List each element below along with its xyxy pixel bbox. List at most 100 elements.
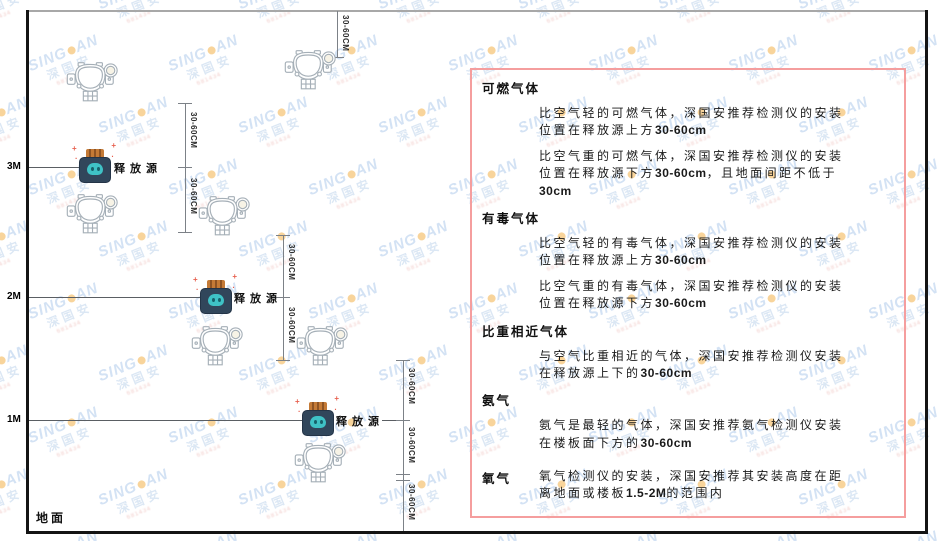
release-source-cap xyxy=(309,402,327,410)
singoan-logo: SINGAN xyxy=(375,217,451,262)
watermark-code: 681434 xyxy=(126,133,153,150)
spark-icon: · xyxy=(111,152,114,161)
watermark-code: 681434 xyxy=(0,9,13,26)
watermark-code: 681434 xyxy=(266,505,293,522)
watermark-cn: 深国安 xyxy=(44,423,95,455)
logo-dot-icon xyxy=(625,44,637,56)
section-paragraph: 氨气是最轻的气体，深国安推荐氨气检测仪安装在楼板面下方的30-60cm xyxy=(539,418,844,450)
height-line-3m xyxy=(29,167,80,168)
watermark-code: 681434 xyxy=(826,9,853,26)
right-wall-line xyxy=(925,10,928,534)
release-source-cap xyxy=(86,149,104,157)
ground-label: 地面 xyxy=(36,511,67,525)
dimension-tick xyxy=(178,103,192,104)
singoan-logo: SINGAN xyxy=(305,155,381,200)
watermark-code: 681434 xyxy=(336,71,363,88)
spark-icon: + xyxy=(111,141,116,150)
logo-dot-icon xyxy=(415,106,427,118)
left-wall-line xyxy=(26,10,29,534)
watermark-cn: 深国安 xyxy=(254,113,305,145)
watermark-code: 681434 xyxy=(196,71,223,88)
logo-dot-icon xyxy=(135,354,147,366)
logo-dot-icon xyxy=(905,416,917,428)
singoan-logo: SINGAN xyxy=(165,31,241,76)
dimension-tick xyxy=(396,480,410,481)
dimension-tick xyxy=(178,232,192,233)
dimension-label: 30-60CM xyxy=(407,427,416,464)
release-source-cap xyxy=(207,280,225,288)
panel-section: 可燃气体 比空气轻的可燃气体，深国安推荐检测仪的安装位置在释放源上方30-60cm… xyxy=(482,78,890,200)
release-source-icon: + + · · xyxy=(193,273,237,314)
gas-detector-icon xyxy=(66,57,118,103)
section-paragraph: 比空气重的可燃气体，深国安推荐检测仪的安装位置在释放源下方30-60cm，且地面… xyxy=(539,148,844,198)
watermark-cn: 深国安 xyxy=(394,237,445,269)
watermark-code: 681434 xyxy=(546,9,573,26)
logo-dot-icon xyxy=(65,292,77,304)
logo-dot-icon xyxy=(0,106,7,118)
dimension-tick xyxy=(396,474,410,475)
logo-dot-icon xyxy=(0,230,7,242)
watermark-code: 681434 xyxy=(406,9,433,26)
watermark-cn: 深国安 xyxy=(114,361,165,393)
section-paragraph: 比空气轻的有毒气体，深国安推荐检测仪的安装位置在释放源上方30-60cm xyxy=(539,235,844,268)
gas-detector-icon xyxy=(294,438,346,484)
height-line-1m xyxy=(29,420,302,421)
watermark-code: 681434 xyxy=(406,257,433,274)
watermark-code: 681434 xyxy=(126,9,153,26)
dimension-tick xyxy=(396,360,410,361)
watermark-code: 681434 xyxy=(266,133,293,150)
singoan-logo: SINGAN xyxy=(726,527,801,541)
spark-icon: · xyxy=(298,407,301,416)
release-source-body xyxy=(200,288,232,314)
release-source-label: 释放源 xyxy=(336,416,384,428)
watermark-cn: 深国安 xyxy=(324,175,375,207)
watermark-cn: 深国安 xyxy=(0,113,25,145)
watermark-code: 681434 xyxy=(0,505,13,522)
logo-dot-icon xyxy=(65,44,77,56)
section-header: 氨气 xyxy=(482,394,512,409)
dimension-tick xyxy=(396,420,410,421)
watermark-code: 681434 xyxy=(56,319,83,336)
logo-dot-icon xyxy=(905,168,917,180)
watermark-code: 681434 xyxy=(266,381,293,398)
release-source-icon: + + · · xyxy=(295,395,339,436)
logo-dot-icon xyxy=(135,478,147,490)
spark-icon: + xyxy=(72,144,77,153)
section-paragraph: 比空气重的有毒气体，深国安推荐检测仪的安装位置在释放源下方30-60cm xyxy=(539,278,844,311)
singoan-logo: SINGAN xyxy=(306,527,381,541)
watermark-cn: 深国安 xyxy=(184,51,235,83)
height-line-1m-ext xyxy=(382,420,404,421)
logo-dot-icon xyxy=(65,416,77,428)
watermark-cn: 深国安 xyxy=(0,361,25,393)
watermark-code: 681434 xyxy=(126,505,153,522)
watermark-cn: 深国安 xyxy=(254,237,305,269)
watermark-code: 681434 xyxy=(196,443,223,460)
singoan-logo: SINGAN xyxy=(95,465,171,510)
dimension-label: 30-60CM xyxy=(407,368,416,405)
watermark-code: 681434 xyxy=(0,133,13,150)
logo-dot-icon xyxy=(65,168,77,180)
gas-detector-icon xyxy=(284,45,336,91)
ground-line xyxy=(26,531,928,534)
spark-icon: · xyxy=(196,285,199,294)
watermark-cn: 深国安 xyxy=(114,485,165,517)
watermark-cn: 深国安 xyxy=(184,423,235,455)
watermark-code: 681434 xyxy=(266,9,293,26)
dimension-label: 30-60CM xyxy=(407,484,416,521)
logo-dot-icon xyxy=(275,478,287,490)
